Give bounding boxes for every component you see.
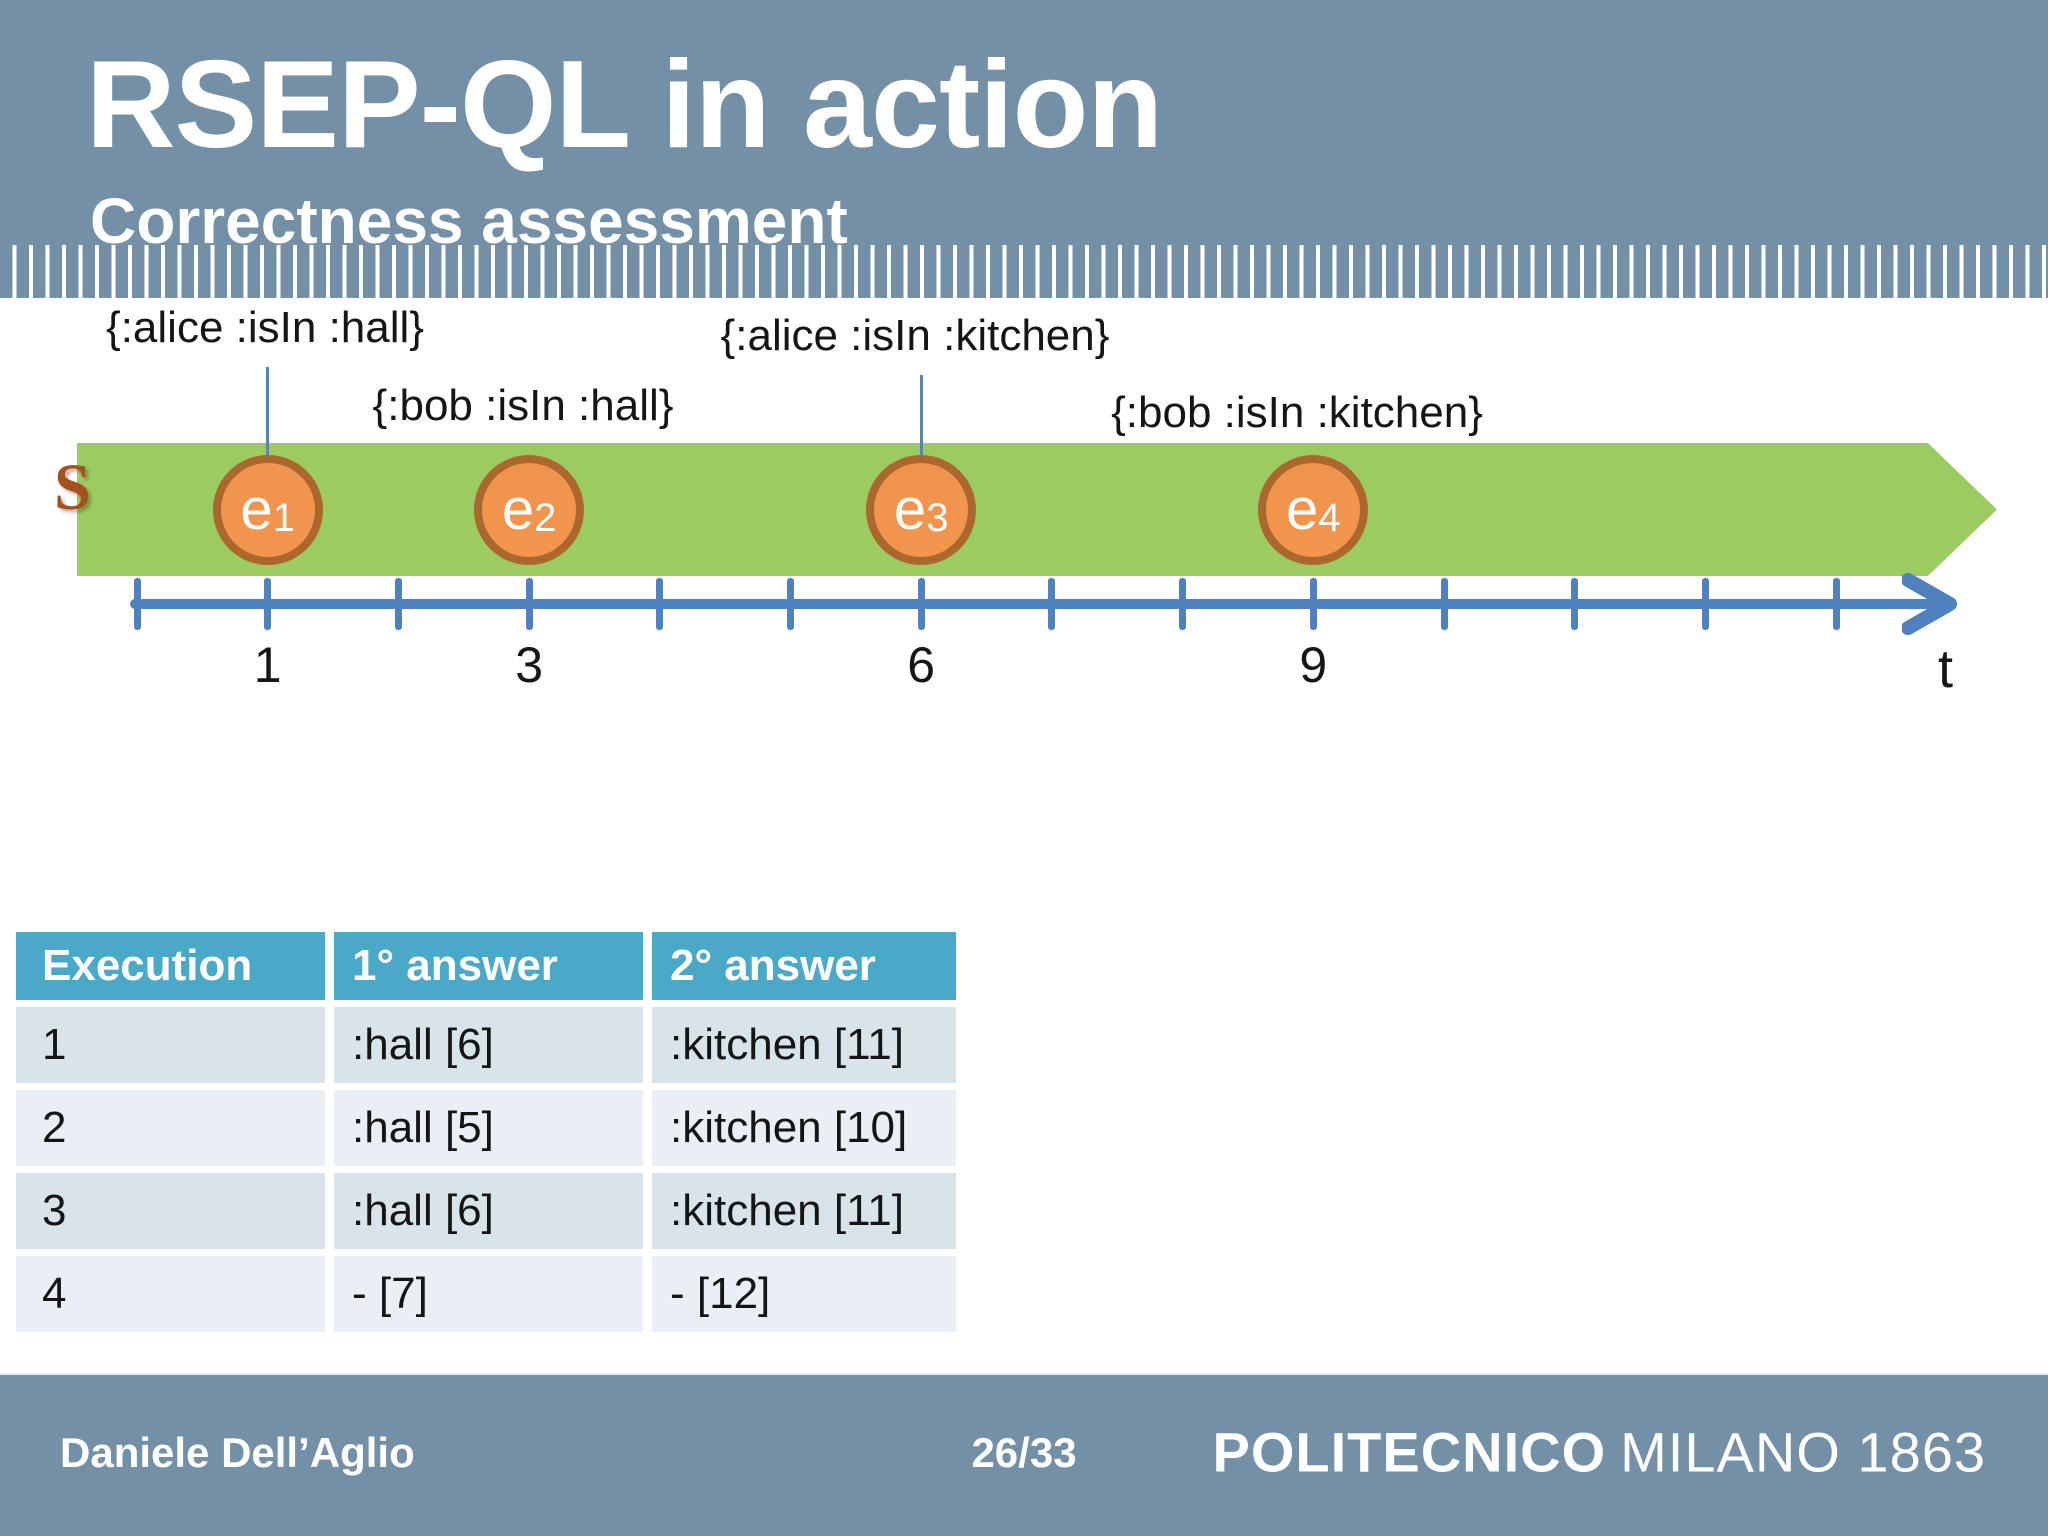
stream-label: S xyxy=(54,451,91,524)
page-number: 26/33 xyxy=(971,1428,1077,1476)
annotation-connector-line xyxy=(266,367,270,458)
table-cell: 3 xyxy=(16,1173,325,1249)
axis-tick xyxy=(917,578,925,630)
table-header-cell: 2° answer xyxy=(652,932,956,1000)
axis-tick xyxy=(1701,578,1709,630)
axis-tick xyxy=(264,578,272,630)
table-cell: :kitchen [11] xyxy=(652,1173,956,1249)
table-cell: :kitchen [11] xyxy=(652,1007,956,1083)
time-axis-label: t xyxy=(1938,639,1954,699)
event-label-subscript: 1 xyxy=(272,496,295,540)
event-label: e xyxy=(893,477,927,542)
axis-tick xyxy=(656,578,664,630)
axis-tick xyxy=(394,578,402,630)
triple-annotation: {:alice :isIn :kitchen} xyxy=(720,311,1110,360)
header-ruler-stripes xyxy=(0,245,2048,298)
table-cell: :kitchen [10] xyxy=(652,1090,956,1166)
triple-annotation: {:bob :isIn :hall} xyxy=(372,381,674,430)
event-label: e xyxy=(501,477,535,542)
tick-label: 3 xyxy=(515,637,543,693)
axis-tick xyxy=(1440,578,1448,630)
tick-label: 9 xyxy=(1299,637,1328,693)
page-title: RSEP-QL in action xyxy=(86,36,1163,174)
axis-arrowhead-icon xyxy=(1902,573,1957,635)
table-header-cell: 1° answer xyxy=(334,932,643,1000)
event-label: e xyxy=(1286,477,1319,542)
logo-text-bold: POLITECNICO xyxy=(1212,1419,1607,1483)
table-cell: 4 xyxy=(16,1256,325,1332)
event-label-subscript: 2 xyxy=(534,496,557,540)
tick-label: 6 xyxy=(907,637,936,693)
triple-annotation: {:bob :isIn :kitchen} xyxy=(1111,388,1483,437)
event-label-subscript: 4 xyxy=(1318,496,1341,540)
table-cell: :hall [6] xyxy=(334,1007,643,1083)
author-label: Daniele Dell’Aglio xyxy=(60,1428,415,1476)
event-label: e xyxy=(240,477,273,542)
slide-header: RSEP-QL in action Correctness assessment xyxy=(0,0,2048,257)
axis-tick xyxy=(133,578,141,630)
axis-tick xyxy=(1309,578,1317,630)
event-label-subscript: 3 xyxy=(926,496,949,540)
table-cell: :hall [5] xyxy=(334,1090,643,1166)
annotation-connector-line xyxy=(919,375,923,458)
triple-annotation: {:alice :isIn :hall} xyxy=(106,303,424,352)
time-axis-line xyxy=(130,599,1938,609)
table-cell: 2 xyxy=(16,1090,325,1166)
results-table: Execution 1° answer 2° answer 1:hall [6]:ki… xyxy=(16,932,956,1332)
stream-band-arrow xyxy=(77,443,1997,576)
table-cell: 1 xyxy=(16,1007,325,1083)
table-cell: - [7] xyxy=(334,1256,643,1332)
table-cell: :hall [6] xyxy=(334,1173,643,1249)
tick-label: 1 xyxy=(253,637,282,693)
politecnico-logo: POLITECNICO MILANO 1863 xyxy=(1212,1419,1986,1484)
axis-tick xyxy=(525,578,533,630)
axis-tick xyxy=(1832,578,1840,630)
axis-tick xyxy=(1179,578,1187,630)
logo-text-regular: MILANO 1863 xyxy=(1620,1419,1986,1483)
table-cell: - [12] xyxy=(652,1256,956,1332)
axis-tick xyxy=(1048,578,1056,630)
axis-tick xyxy=(787,578,794,630)
table-header-cell: Execution xyxy=(16,932,325,1000)
slide-footer: Daniele Dell’Aglio 26/33 POLITECNICO MILA… xyxy=(0,1373,2048,1536)
axis-tick xyxy=(1571,578,1579,630)
